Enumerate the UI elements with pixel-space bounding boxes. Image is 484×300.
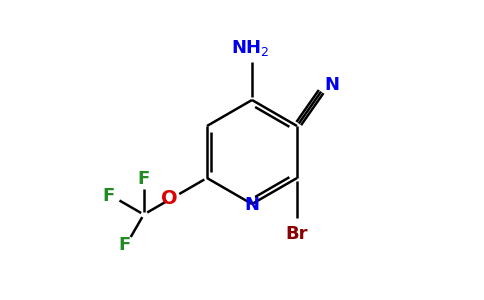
Text: N: N: [324, 76, 339, 94]
Text: F: F: [118, 236, 130, 254]
Text: NH$_2$: NH$_2$: [231, 38, 269, 58]
Text: F: F: [137, 170, 150, 188]
Text: O: O: [161, 190, 177, 208]
Text: F: F: [102, 187, 114, 205]
Text: Br: Br: [286, 225, 308, 243]
Text: N: N: [244, 196, 259, 214]
